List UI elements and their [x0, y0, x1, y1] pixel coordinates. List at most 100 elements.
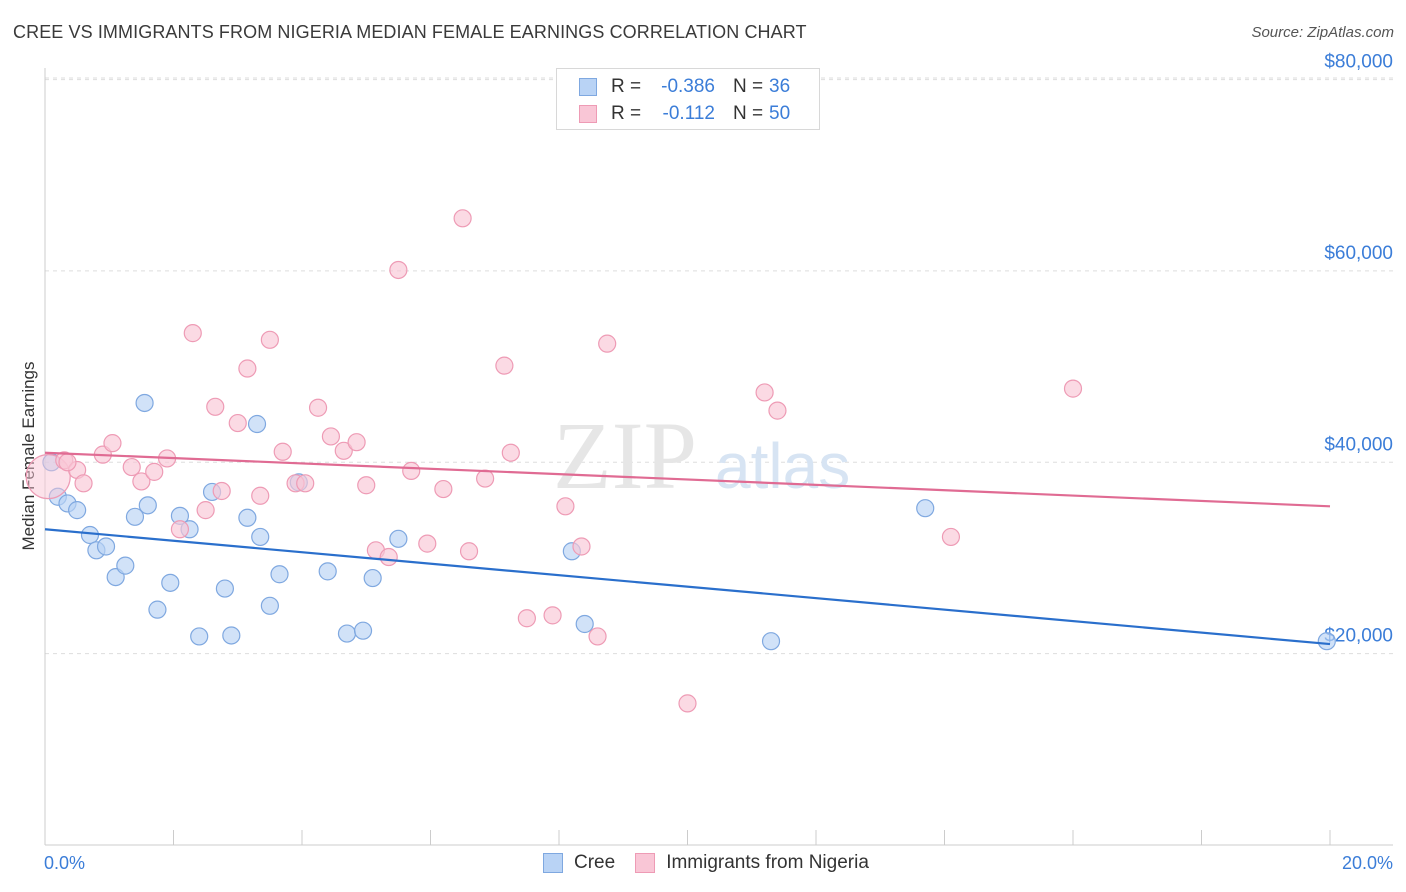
n-label: N = — [733, 76, 764, 97]
watermark-zip: ZIP — [553, 402, 697, 509]
nigeria-point — [183, 324, 202, 343]
cree-point — [68, 501, 87, 520]
nigeria-point — [170, 520, 190, 539]
nigeria-point — [453, 209, 472, 228]
x-tick-labels: 0.0% 20.0% — [44, 853, 1393, 873]
nigeria-swatch — [579, 105, 597, 123]
cree-point — [389, 529, 408, 548]
nigeria-point — [476, 469, 495, 488]
nigeria-point — [228, 413, 247, 433]
cree-swatch — [579, 78, 597, 96]
cree-point — [135, 393, 154, 413]
series-legend: Cree Immigrants from Nigeria — [543, 852, 889, 874]
nigeria-trend-line — [44, 451, 1331, 508]
y-tick-label: $80,000 — [1324, 52, 1393, 73]
cree-point — [575, 614, 594, 634]
x-tick-label: 0.0% — [44, 853, 85, 873]
r-label: R = — [611, 76, 642, 97]
nigeria-point — [357, 476, 376, 495]
nigeria-point — [212, 481, 231, 501]
nigeria-point — [334, 441, 353, 460]
cree-point — [247, 414, 267, 434]
legend-item-nigeria[interactable]: Immigrants from Nigeria — [635, 852, 869, 874]
nigeria-point — [459, 542, 479, 561]
nigeria-swatch — [635, 853, 656, 873]
x-tick-label: 20.0% — [1342, 853, 1393, 873]
cree-point — [96, 537, 116, 556]
nigeria-point — [58, 453, 77, 472]
nigeria-point — [768, 401, 787, 420]
r-value: -0.112 — [662, 103, 715, 124]
cree-point — [270, 565, 289, 584]
nigeria-point — [588, 627, 607, 646]
cree-trend-line — [44, 528, 1331, 646]
nigeria-point — [755, 383, 774, 402]
cree-point — [1317, 632, 1336, 651]
nigeria-point — [74, 474, 93, 493]
cree-point — [363, 568, 382, 588]
y-tick-label: $40,000 — [1324, 434, 1393, 455]
stats-row-nigeria: R = -0.112 N = 50 — [579, 102, 790, 126]
nigeria-point — [941, 527, 961, 547]
nigeria-point — [402, 461, 421, 480]
cree-point — [260, 596, 279, 615]
nigeria-point — [273, 442, 292, 461]
nigeria-point — [678, 694, 697, 713]
nigeria-point — [296, 474, 315, 493]
stats-row-cree: R = -0.386 N = 36 — [579, 75, 790, 99]
cree-point — [80, 525, 100, 545]
legend-item-cree[interactable]: Cree — [543, 852, 615, 874]
cree-point — [916, 499, 935, 518]
cree-point — [215, 579, 234, 598]
nigeria-point — [389, 260, 408, 280]
data-points — [25, 209, 1336, 713]
nigeria-point — [238, 359, 257, 378]
cree-point — [148, 600, 167, 619]
nigeria-point — [196, 501, 215, 520]
nigeria-point — [572, 537, 591, 556]
nigeria-point — [206, 397, 225, 416]
trend-lines — [44, 451, 1331, 646]
legend-label-nigeria: Immigrants from Nigeria — [666, 852, 869, 873]
r-label: R = — [611, 103, 642, 124]
nigeria-point — [308, 398, 328, 417]
nigeria-point — [321, 427, 341, 446]
stats-legend: R = -0.386 N = 36 R = -0.112 N = 50 — [556, 68, 820, 130]
cree-point — [138, 496, 157, 515]
cree-point — [116, 556, 135, 575]
cree-point — [251, 527, 270, 547]
cree-point — [238, 508, 257, 527]
nigeria-point — [260, 330, 279, 349]
cree-swatch — [543, 853, 563, 873]
cree-point — [161, 573, 180, 592]
y-tick-labels: $20,000 $40,000 $60,000 $80,000 — [1324, 52, 1393, 647]
nigeria-point — [543, 606, 562, 625]
cree-point — [353, 621, 373, 640]
nigeria-point — [379, 547, 398, 567]
y-tick-label: $60,000 — [1324, 243, 1393, 264]
y-axis-label: Median Female Earnings — [19, 362, 38, 551]
nigeria-point — [347, 433, 366, 452]
n-label: N = — [733, 103, 764, 124]
cree-point — [222, 626, 241, 645]
n-value: 36 — [769, 76, 791, 97]
nigeria-point — [556, 497, 575, 516]
nigeria-point — [418, 534, 437, 553]
y-tick-label: $20,000 — [1324, 626, 1393, 647]
cree-point — [761, 632, 781, 651]
nigeria-point — [145, 462, 164, 481]
nigeria-point — [122, 457, 141, 477]
cree-point — [318, 562, 337, 581]
watermark: ZIP atlas — [553, 402, 850, 509]
nigeria-point — [495, 356, 514, 375]
legend-label-cree: Cree — [574, 852, 616, 873]
nigeria-point — [501, 443, 520, 462]
cree-point — [125, 507, 145, 526]
nigeria-point — [132, 472, 151, 491]
source-label: Source: ZipAtlas.com — [1251, 24, 1394, 41]
nigeria-point — [598, 334, 617, 353]
nigeria-point — [434, 479, 453, 499]
watermark-atlas: atlas — [715, 430, 850, 502]
nigeria-point — [517, 609, 536, 628]
